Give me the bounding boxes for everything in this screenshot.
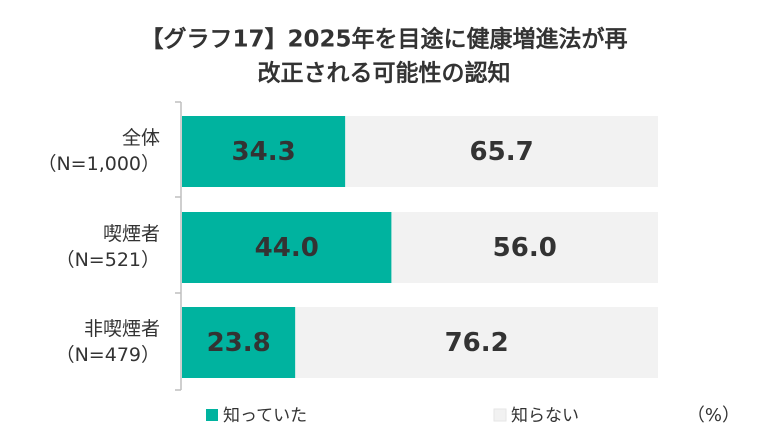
bar-segment bbox=[182, 307, 296, 378]
y-tick-label: 非喫煙者 bbox=[84, 318, 160, 340]
y-tick-label: 喫煙者 bbox=[103, 223, 160, 245]
bar-segment bbox=[182, 212, 392, 283]
data-label: 76.2 bbox=[445, 328, 509, 358]
y-tick-label: 全体 bbox=[122, 127, 160, 149]
axis bbox=[175, 101, 182, 391]
legend-swatch bbox=[493, 408, 507, 422]
y-tick-label: （N=1,000） bbox=[37, 153, 160, 175]
legend-swatch bbox=[206, 409, 218, 421]
bar-segment bbox=[295, 307, 658, 378]
data-label: 34.3 bbox=[232, 137, 296, 167]
legend-label: 知らない bbox=[511, 406, 579, 426]
bar-segment bbox=[391, 212, 658, 283]
chart-title: 【グラフ17】2025年を目途に健康増進法が再 bbox=[140, 26, 627, 53]
data-label: 56.0 bbox=[493, 233, 557, 263]
legend-label: 知っていた bbox=[223, 406, 307, 426]
unit-label: （%） bbox=[687, 405, 740, 426]
y-tick-label: （N=479） bbox=[56, 344, 160, 366]
chart-title: 改正される可能性の認知 bbox=[258, 60, 511, 87]
y-tick-label: （N=521） bbox=[56, 249, 160, 271]
data-label: 65.7 bbox=[470, 137, 534, 167]
data-label: 44.0 bbox=[255, 233, 319, 263]
bar-segment bbox=[345, 116, 658, 187]
data-label: 23.8 bbox=[207, 328, 271, 358]
bar-segment bbox=[182, 116, 346, 187]
